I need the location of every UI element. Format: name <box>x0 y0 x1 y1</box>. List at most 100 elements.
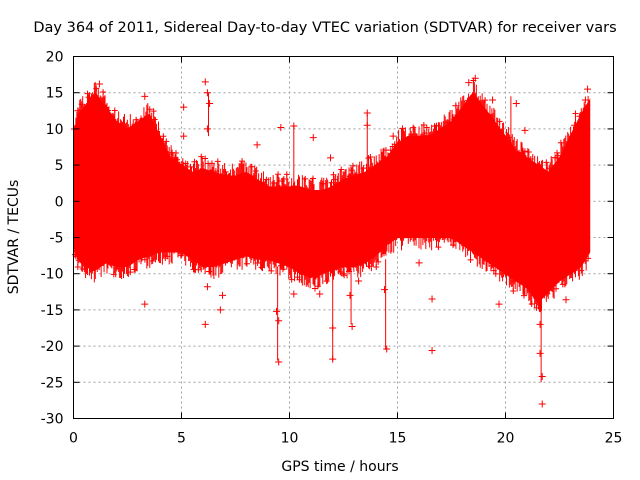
y-tick-label: -30 <box>41 412 64 428</box>
data-point <box>329 355 337 363</box>
chart-title: Day 364 of 2011, Sidereal Day-to-day VTE… <box>33 20 616 36</box>
data-point-marker <box>279 266 286 273</box>
data-point <box>562 296 570 304</box>
data-point-marker <box>288 276 295 283</box>
data-point <box>452 102 460 110</box>
data-point <box>273 307 281 315</box>
data-point <box>348 323 356 331</box>
data-point <box>201 320 209 328</box>
data-point <box>495 300 503 308</box>
data-point-marker <box>571 267 578 274</box>
data-point <box>525 248 533 256</box>
plot-area <box>70 74 592 408</box>
data-point-marker <box>341 272 348 279</box>
data-point-marker <box>149 257 156 264</box>
data-point-marker <box>362 258 369 265</box>
data-point-marker <box>202 155 209 162</box>
data-point <box>277 123 285 131</box>
data-point <box>327 154 335 162</box>
data-point-marker <box>222 168 229 175</box>
data-point-marker <box>314 283 321 290</box>
data-point <box>203 89 211 97</box>
y-tick-label: 20 <box>46 50 64 66</box>
data-point-marker <box>400 234 407 241</box>
data-point-marker <box>330 171 337 178</box>
data-point-marker <box>496 118 503 125</box>
data-point-marker <box>521 148 528 155</box>
data-point-marker <box>283 171 290 178</box>
data-point <box>489 96 497 104</box>
data-point-marker <box>557 139 564 146</box>
data-point-marker <box>145 253 152 260</box>
x-tick-label: 25 <box>605 431 623 447</box>
data-point <box>141 300 149 308</box>
data-point <box>551 154 559 162</box>
data-point <box>275 358 283 366</box>
data-point-marker <box>525 148 532 155</box>
x-tick-label: 10 <box>281 431 299 447</box>
data-point <box>538 373 546 381</box>
data-point <box>203 283 211 291</box>
data-point-marker <box>280 175 287 182</box>
data-point <box>219 291 227 299</box>
data-point-marker <box>582 257 589 264</box>
data-point-marker <box>578 267 585 274</box>
data-point-marker <box>323 278 330 285</box>
data-point-marker <box>100 89 107 96</box>
data-point <box>508 147 516 155</box>
data-point <box>383 345 391 353</box>
data-point <box>290 122 298 130</box>
data-point-marker <box>510 287 517 294</box>
data-point <box>355 277 363 285</box>
data-point <box>527 226 535 234</box>
data-point <box>521 126 529 134</box>
data-point-marker <box>340 270 347 277</box>
y-tick-label: 10 <box>46 122 64 138</box>
data-point-marker <box>375 258 382 265</box>
y-tick-label: -20 <box>41 339 64 355</box>
data-point-marker <box>214 158 221 165</box>
y-tick-label: -25 <box>41 375 64 391</box>
data-point <box>428 295 436 303</box>
data-point <box>363 109 371 117</box>
data-point-marker <box>585 255 592 262</box>
data-point <box>465 79 473 87</box>
y-tick-label: 15 <box>46 86 64 102</box>
data-point-marker <box>163 138 170 145</box>
data-point-marker <box>74 264 81 271</box>
data-point <box>201 78 209 86</box>
data-point-marker <box>319 180 326 187</box>
data-point-marker <box>348 167 355 174</box>
data-point <box>471 74 479 82</box>
data-point <box>581 96 589 104</box>
data-point <box>536 320 544 328</box>
data-point-marker <box>133 116 140 123</box>
data-point <box>275 317 283 325</box>
data-point-marker <box>151 116 158 123</box>
data-point-marker <box>572 110 579 117</box>
data-point <box>95 80 103 88</box>
data-point-marker <box>107 261 114 268</box>
data-point-marker <box>302 175 309 182</box>
data-point-marker <box>373 264 380 271</box>
data-point <box>316 290 324 298</box>
x-tick-label: 5 <box>177 431 186 447</box>
data-point <box>486 252 494 260</box>
data-point <box>180 103 188 111</box>
data-point-marker <box>226 173 233 180</box>
data-point <box>216 306 224 314</box>
data-point-marker <box>423 124 430 131</box>
data-point-marker <box>198 153 205 160</box>
data-point <box>363 121 371 129</box>
data-point-marker <box>511 278 518 285</box>
data-point-marker <box>268 267 275 274</box>
data-point <box>74 107 82 115</box>
data-point-marker <box>435 244 442 251</box>
data-point-marker <box>528 300 535 307</box>
data-point <box>206 100 214 108</box>
data-point <box>512 100 520 108</box>
data-point-marker <box>554 149 561 156</box>
data-point-marker <box>467 256 474 263</box>
data-point-marker <box>239 158 246 165</box>
data-point-marker <box>127 269 134 276</box>
